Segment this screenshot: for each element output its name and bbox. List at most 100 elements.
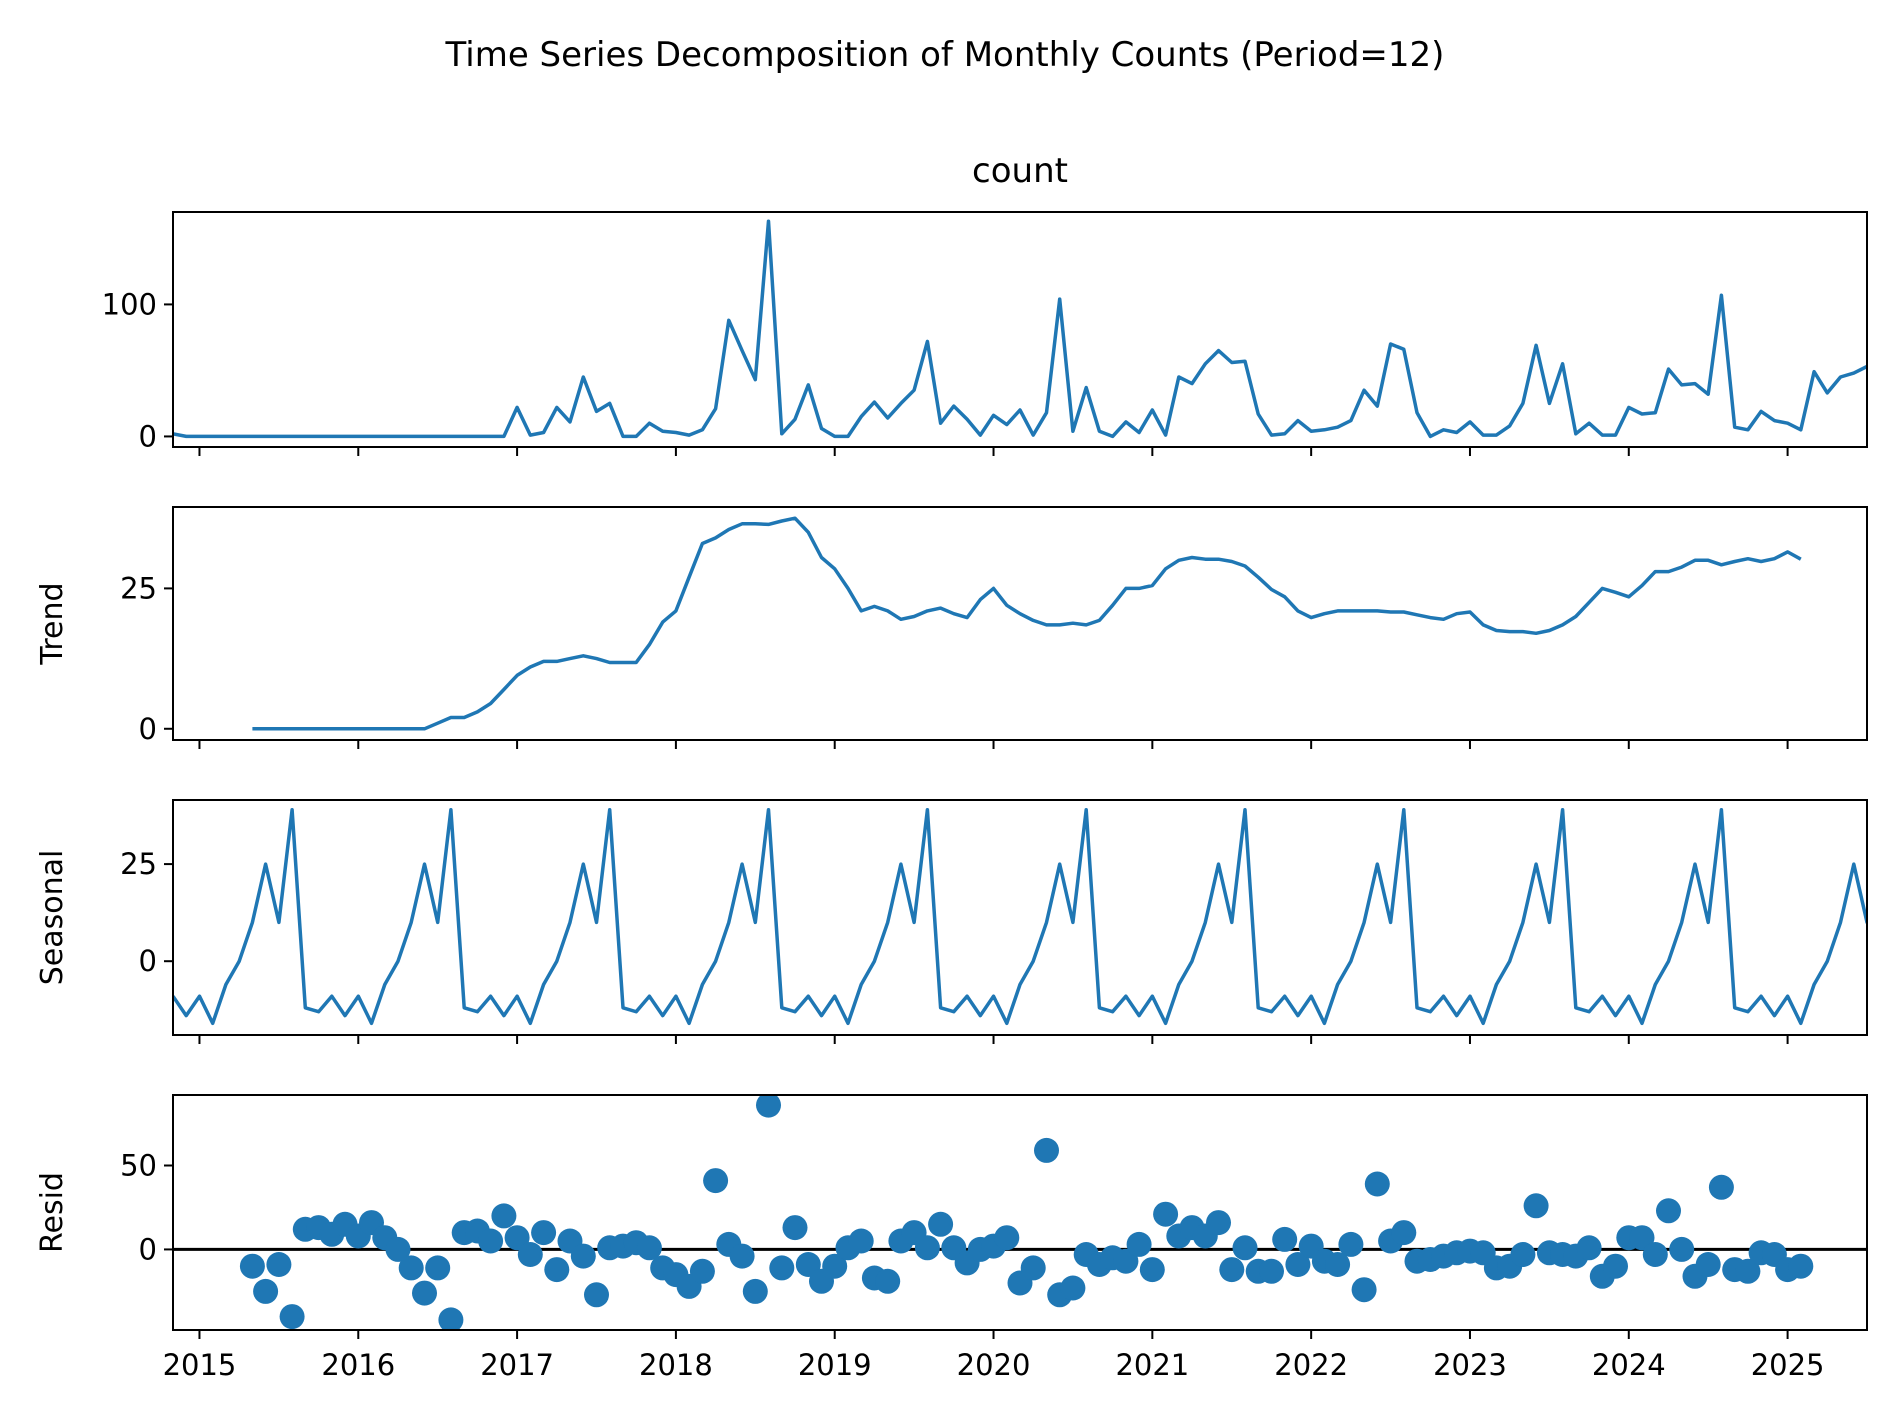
resid-point (584, 1282, 609, 1308)
plot-area-resid (173, 1095, 1867, 1330)
plot-area-seasonal (173, 807, 1867, 1026)
ytick-label-resid-50: 50 (120, 1149, 157, 1183)
resid-point (782, 1215, 808, 1241)
resid-point (1338, 1231, 1364, 1257)
panel-title-count: count (972, 151, 1068, 191)
resid-point (994, 1225, 1020, 1251)
xtick-label-2024: 2024 (1592, 1348, 1666, 1382)
resid-point (1285, 1252, 1311, 1277)
resid-point (1020, 1255, 1046, 1281)
axes-frame-seasonal (172, 799, 1868, 1036)
resid-point (531, 1220, 557, 1246)
ylabel-resid: Resid (35, 1172, 70, 1253)
xtick-label-2015: 2015 (163, 1348, 237, 1382)
resid-point (478, 1228, 504, 1254)
resid-point (1126, 1231, 1152, 1257)
xtick-label-2019: 2019 (798, 1348, 872, 1382)
resid-point (266, 1252, 292, 1277)
xtick-label-2018: 2018 (639, 1348, 713, 1382)
resid-point (570, 1243, 596, 1269)
resid-point (1259, 1258, 1284, 1284)
resid-point (1351, 1277, 1377, 1303)
resid-point (1060, 1275, 1086, 1301)
resid-point (729, 1243, 755, 1269)
resid-point (1656, 1198, 1681, 1224)
resid-point (1629, 1225, 1655, 1251)
resid-point (1232, 1235, 1258, 1261)
resid-point (438, 1307, 464, 1330)
ytick-label-resid-0: 0 (139, 1232, 157, 1266)
resid-point (914, 1235, 940, 1261)
ytick-label-trend-0: 0 (139, 712, 157, 746)
ylabel-trend: Trend (35, 582, 70, 665)
resid-point (1642, 1242, 1668, 1267)
panel-resid: Resid 0 50 2015 2016 2017 2018 2019 2020 2021 2022… (35, 1094, 1868, 1382)
resid-point (1708, 1174, 1734, 1200)
resid-point (239, 1253, 265, 1279)
resid-point (1034, 1137, 1059, 1163)
resid-point (279, 1304, 305, 1330)
resid-point (848, 1228, 874, 1254)
resid-point (875, 1268, 901, 1294)
series-line-seasonal (173, 807, 1867, 1026)
resid-point (1206, 1210, 1231, 1236)
resid-point (425, 1255, 451, 1281)
series-line-trend (252, 516, 1802, 731)
ytick-label-count-100: 100 (102, 287, 157, 321)
series-line-count (173, 219, 1867, 439)
resid-point (1576, 1235, 1602, 1261)
resid-point (1695, 1252, 1721, 1277)
resid-point (689, 1258, 715, 1284)
plot-area-count (173, 219, 1867, 439)
axes-frame-trend (172, 506, 1868, 741)
resid-point (504, 1225, 530, 1251)
xtick-label-2023: 2023 (1433, 1348, 1507, 1382)
resid-point (769, 1255, 795, 1281)
resid-point (1113, 1248, 1139, 1274)
resid-point (1669, 1236, 1695, 1262)
resid-point (398, 1255, 424, 1281)
resid-point (385, 1236, 411, 1262)
resid-point (756, 1095, 781, 1118)
resid-point (703, 1168, 729, 1194)
xtick-label-2020: 2020 (957, 1348, 1031, 1382)
resid-point (1523, 1193, 1549, 1219)
resid-point (1153, 1201, 1179, 1227)
resid-point (795, 1252, 821, 1277)
ylabel-seasonal: Seasonal (35, 850, 70, 986)
panels-group: count 0 100 Trend 0 25 Seasonal 0 25 Resid 0 50 2015… (35, 151, 1868, 1382)
resid-point (1364, 1171, 1390, 1197)
resid-point (1603, 1253, 1628, 1279)
resid-point (1735, 1258, 1761, 1284)
resid-point (822, 1253, 848, 1279)
panel-seasonal: Seasonal 0 25 (35, 799, 1868, 1044)
resid-point (517, 1242, 543, 1267)
axes-frame-resid (172, 1094, 1868, 1331)
resid-point (1139, 1257, 1165, 1283)
resid-point (491, 1203, 517, 1229)
panel-trend: Trend 0 25 (35, 506, 1868, 749)
plot-area-trend (252, 516, 1802, 731)
panel-count: count 0 100 (102, 151, 1868, 456)
resid-point (1391, 1220, 1417, 1246)
xtick-label-2017: 2017 (480, 1348, 554, 1382)
xtick-label-2022: 2022 (1274, 1348, 1348, 1382)
ytick-label-count-0: 0 (139, 419, 157, 453)
resid-point (253, 1278, 279, 1304)
xtick-label-2016: 2016 (321, 1348, 395, 1382)
resid-point (928, 1211, 954, 1237)
xtick-label-2021: 2021 (1115, 1348, 1189, 1382)
resid-point (742, 1278, 768, 1304)
resid-point (412, 1280, 437, 1306)
ytick-label-seasonal-25: 25 (120, 847, 157, 881)
resid-point (1510, 1242, 1536, 1267)
resid-point (1325, 1252, 1351, 1277)
resid-point (544, 1257, 570, 1283)
resid-point (1272, 1226, 1298, 1252)
xtick-label-2025: 2025 (1751, 1348, 1825, 1382)
resid-point (1219, 1257, 1245, 1283)
axes-frame-count (172, 211, 1868, 448)
resid-point (636, 1235, 662, 1261)
ytick-label-seasonal-0: 0 (139, 944, 157, 978)
